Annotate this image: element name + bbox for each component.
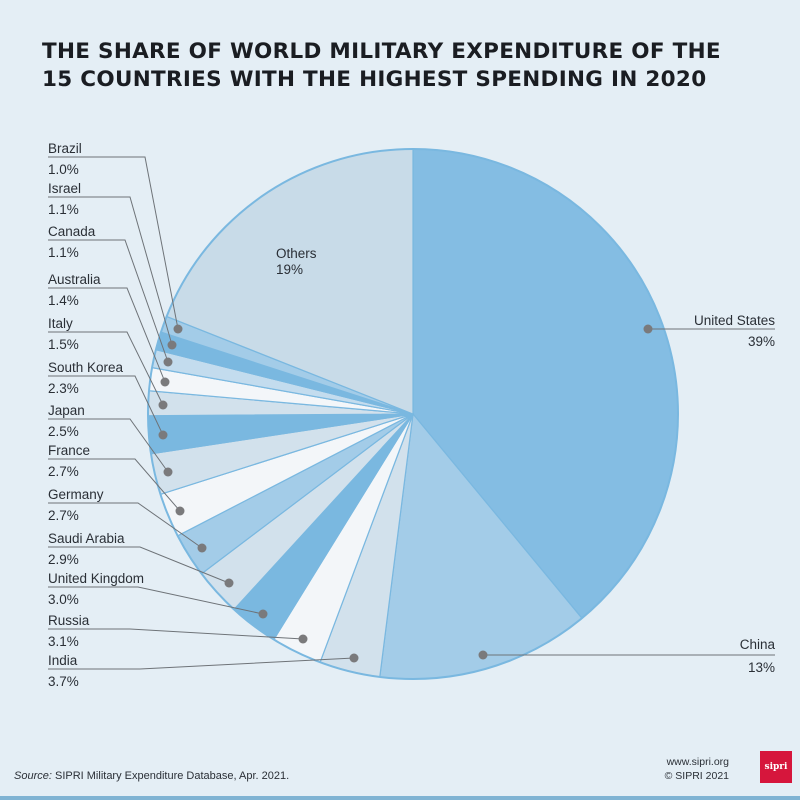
label-india: India xyxy=(48,653,78,668)
source-prefix: Source: xyxy=(14,770,52,782)
label-china: China xyxy=(740,637,776,652)
leader-saudi-arabia xyxy=(48,546,230,584)
website-link[interactable]: www.sipri.org xyxy=(666,756,729,768)
label-canada: Canada xyxy=(48,224,96,239)
credits: www.sipri.org © SIPRI 2021 xyxy=(665,755,729,783)
dot-india xyxy=(349,653,359,663)
leader-france xyxy=(48,458,181,512)
leader-australia xyxy=(48,287,166,383)
dot-china xyxy=(478,650,488,660)
value-united-kingdom: 3.0% xyxy=(48,592,79,607)
leader-canada xyxy=(48,239,169,363)
value-italy: 1.5% xyxy=(48,337,79,352)
label-others: Others xyxy=(276,246,317,261)
label-australia: Australia xyxy=(48,272,101,287)
dot-france xyxy=(175,506,185,516)
label-south-korea: South Korea xyxy=(48,360,124,375)
value-india: 3.7% xyxy=(48,674,79,689)
dot-israel xyxy=(167,340,177,350)
label-germany: Germany xyxy=(48,487,104,502)
label-france: France xyxy=(48,443,90,458)
dot-japan xyxy=(163,467,173,477)
dot-saudi-arabia xyxy=(224,578,234,588)
leader-israel xyxy=(48,196,173,346)
value-canada: 1.1% xyxy=(48,245,79,260)
label-saudi-arabia: Saudi Arabia xyxy=(48,531,125,546)
dot-germany xyxy=(197,543,207,553)
leader-russia xyxy=(48,628,304,640)
value-saudi-arabia: 2.9% xyxy=(48,552,79,567)
sipri-logo: sipri xyxy=(760,751,792,783)
dot-brazil xyxy=(173,324,183,334)
leader-south-korea xyxy=(48,375,164,436)
value-germany: 2.7% xyxy=(48,508,79,523)
source-text: SIPRI Military Expenditure Database, Apr… xyxy=(51,770,290,782)
leader-india xyxy=(48,657,355,670)
pie-outline xyxy=(147,148,679,680)
value-china: 13% xyxy=(748,660,775,675)
dot-australia xyxy=(160,377,170,387)
dot-italy xyxy=(158,400,168,410)
leader-united-kingdom xyxy=(48,586,264,615)
label-russia: Russia xyxy=(48,613,90,628)
dot-russia xyxy=(298,634,308,644)
copyright: © SIPRI 2021 xyxy=(664,770,729,782)
bottom-bar xyxy=(0,796,800,800)
dot-united-kingdom xyxy=(258,609,268,619)
leader-japan xyxy=(48,418,169,473)
label-brazil: Brazil xyxy=(48,141,82,156)
chart-title: THE SHARE OF WORLD MILITARY EXPENDITURE … xyxy=(42,38,721,94)
dot-canada xyxy=(163,357,173,367)
leader-germany xyxy=(48,502,203,549)
leader-brazil xyxy=(48,156,179,330)
value-russia: 3.1% xyxy=(48,634,79,649)
value-japan: 2.5% xyxy=(48,424,79,439)
title-line-1: THE SHARE OF WORLD MILITARY EXPENDITURE … xyxy=(42,39,721,64)
label-japan: Japan xyxy=(48,403,85,418)
label-israel: Israel xyxy=(48,181,81,196)
value-australia: 1.4% xyxy=(48,293,79,308)
value-brazil: 1.0% xyxy=(48,162,79,177)
title-line-2: 15 COUNTRIES WITH THE HIGHEST SPENDING I… xyxy=(42,67,707,92)
leader-italy xyxy=(48,331,164,406)
label-united-kingdom: United Kingdom xyxy=(48,571,144,586)
dot-united-states xyxy=(643,324,653,334)
label-united-states: United States xyxy=(694,313,775,328)
dot-south-korea xyxy=(158,430,168,440)
value-others: 19% xyxy=(276,262,303,277)
value-france: 2.7% xyxy=(48,464,79,479)
value-south-korea: 2.3% xyxy=(48,381,79,396)
value-israel: 1.1% xyxy=(48,202,79,217)
label-italy: Italy xyxy=(48,316,73,331)
source-note: Source: SIPRI Military Expenditure Datab… xyxy=(14,770,289,782)
value-united-states: 39% xyxy=(748,334,775,349)
